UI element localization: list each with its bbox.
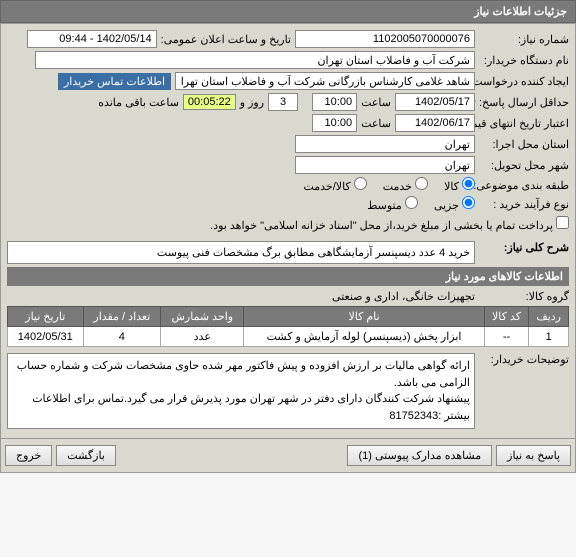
col-row: ردیف xyxy=(529,307,569,327)
need-no-field xyxy=(295,30,475,48)
radio-goods[interactable]: کالا xyxy=(444,177,475,193)
radio-minor[interactable]: جزیی xyxy=(434,196,475,212)
label-buyer-org: نام دستگاه خریدار: xyxy=(479,54,569,67)
label-time-1: ساعت xyxy=(361,96,391,109)
item-group-value: تجهیزات خانگی، اداری و صنعتی xyxy=(332,290,475,303)
countdown-timer: 00:05:22 xyxy=(183,94,236,110)
label-deadline: حداقل ارسال پاسخ: تا تاریخ: xyxy=(479,96,569,109)
cell-code: -- xyxy=(484,327,529,347)
cell-qty: 4 xyxy=(83,327,161,347)
col-code: کد کالا xyxy=(484,307,529,327)
table-row[interactable]: 1 -- ابزار پخش (دیسپنسر) لوله آزمایش و ک… xyxy=(8,327,569,347)
label-buyer-notes: توضیحات خریدار: xyxy=(479,353,569,366)
label-item-group: گروه کالا: xyxy=(479,290,569,303)
col-name: نام کالا xyxy=(244,307,484,327)
deadline-days-field xyxy=(268,93,298,111)
reply-button[interactable]: پاسخ به نیاز xyxy=(496,445,571,466)
col-unit: واحد شمارش xyxy=(161,307,244,327)
need-desc-box: خرید 4 عدد دیسپنسر آزمایشگاهی مطابق برگ … xyxy=(7,241,475,264)
label-announce: تاریخ و ساعت اعلان عمومی: xyxy=(161,33,291,46)
radio-both[interactable]: کالا/خدمت xyxy=(303,177,366,193)
col-qty: تعداد / مقدار xyxy=(83,307,161,327)
form-body: شماره نیاز: تاریخ و ساعت اعلان عمومی: نا… xyxy=(0,23,576,439)
label-buy-type: نوع فرآیند خرید : xyxy=(479,198,569,211)
delivery-city-field xyxy=(295,156,475,174)
label-validity: اعتبار تاریخ انتهای قیمت: تا تاریخ: xyxy=(479,117,569,130)
items-header: اطلاعات کالاهای مورد نیاز xyxy=(7,267,569,286)
label-requester: ایجاد کننده درخواست: xyxy=(479,75,569,88)
back-button[interactable]: بازگشت xyxy=(56,445,116,466)
cell-date: 1402/05/31 xyxy=(8,327,84,347)
cell-name: ابزار پخش (دیسپنسر) لوله آزمایش و کشت xyxy=(244,327,484,347)
cell-unit: عدد xyxy=(161,327,244,347)
cell-row: 1 xyxy=(529,327,569,347)
label-need-desc: شرح کلی نیاز: xyxy=(479,241,569,254)
deadline-date-field xyxy=(395,93,475,111)
panel-title: جزئیات اطلاعات نیاز xyxy=(0,0,576,23)
exit-button[interactable]: خروج xyxy=(5,445,52,466)
buyer-notes-box: ارائه گواهی مالیات بر ارزش افزوده و پیش … xyxy=(7,353,475,429)
deadline-time-field xyxy=(312,93,357,111)
items-table: ردیف کد کالا نام کالا واحد شمارش تعداد /… xyxy=(7,306,569,347)
radio-medium[interactable]: متوسط xyxy=(367,196,418,212)
col-date: تاریخ نیاز xyxy=(8,307,84,327)
attachments-button[interactable]: مشاهده مدارک پیوستی (1) xyxy=(347,445,492,466)
exec-city-field xyxy=(295,135,475,153)
radio-service[interactable]: خدمت xyxy=(383,177,428,193)
button-bar: پاسخ به نیاز مشاهده مدارک پیوستی (1) باز… xyxy=(0,439,576,473)
announce-datetime-field xyxy=(27,30,157,48)
buyer-org-field xyxy=(35,51,475,69)
validity-date-field xyxy=(395,114,475,132)
label-remain: ساعت باقی مانده xyxy=(98,96,179,109)
contact-badge[interactable]: اطلاعات تماس خریدار xyxy=(58,73,171,90)
label-delivery-city: شهر محل تحویل: xyxy=(479,159,569,172)
label-exec-city: استان محل اجرا: xyxy=(479,138,569,151)
requester-field xyxy=(175,72,475,90)
label-category: طبقه بندی موضوعی: xyxy=(479,179,569,192)
label-time-2: ساعت xyxy=(361,117,391,130)
validity-time-field xyxy=(312,114,357,132)
label-day-and: روز و xyxy=(240,96,264,109)
checkbox-treasury[interactable]: پرداخت تمام یا بخشی از مبلغ خرید،از محل … xyxy=(210,216,569,232)
label-need-no: شماره نیاز: xyxy=(479,33,569,46)
